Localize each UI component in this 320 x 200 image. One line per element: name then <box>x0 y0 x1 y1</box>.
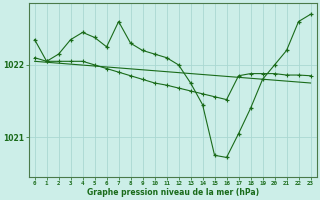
X-axis label: Graphe pression niveau de la mer (hPa): Graphe pression niveau de la mer (hPa) <box>86 188 259 197</box>
